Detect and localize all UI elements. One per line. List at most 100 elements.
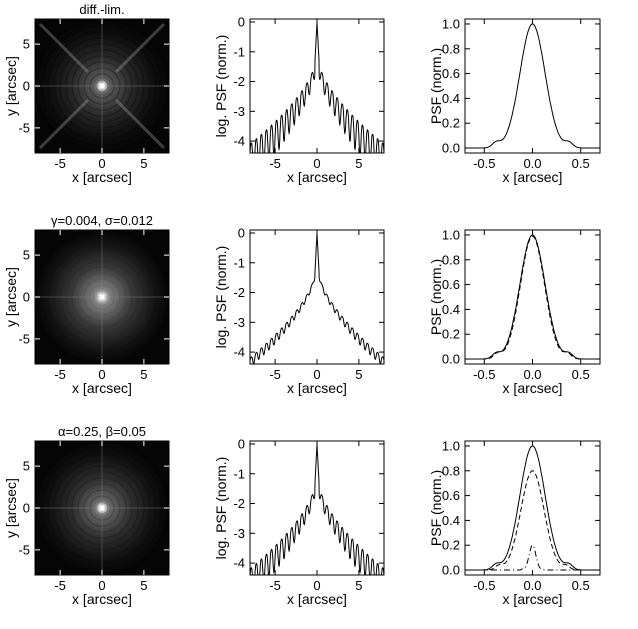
- y-tick-label: 0: [23, 290, 30, 305]
- psf-core: [99, 505, 105, 511]
- x-axis-label: x [arcsec]: [287, 169, 347, 185]
- y-tick-label: 0.2: [442, 116, 460, 131]
- diffraction-ring: [71, 477, 133, 539]
- y-tick-label: -5: [18, 331, 30, 346]
- x-tick-label: -5: [269, 156, 281, 171]
- x-tick-label: -0.5: [473, 156, 495, 171]
- diffraction-ring: [41, 236, 163, 358]
- y-tick-label: -3: [233, 315, 245, 330]
- y-tick-label: -4: [233, 556, 245, 571]
- y-axis-label: y [arcsec]: [3, 56, 19, 116]
- psf-curve-solid: [465, 234, 600, 360]
- y-tick-label: 0.2: [442, 327, 460, 342]
- x-tick-label: 5: [140, 367, 147, 382]
- panel-title: γ=0.004, σ=0.012: [51, 213, 153, 228]
- y-tick-label: 0.4: [442, 513, 460, 528]
- x-tick-label: 0: [313, 367, 320, 382]
- x-tick-label: 0: [98, 578, 105, 593]
- x-tick-label: 5: [140, 156, 147, 171]
- x-tick-label: -5: [269, 578, 281, 593]
- x-tick-label: 5: [355, 578, 362, 593]
- y-axis-label: log. PSF (norm.): [213, 246, 229, 349]
- x-axis-label: x [arcsec]: [503, 380, 563, 396]
- y-tick-label: -2: [233, 285, 245, 300]
- psf-core: [99, 83, 105, 89]
- y-tick-label: 0.8: [442, 252, 460, 267]
- psf-image-panel: -5 0 5 5 0 -5 x [arcsec] y [arcsec] γ=0.004, σ=0…: [3, 213, 170, 396]
- y-tick-label: -4: [233, 345, 245, 360]
- y-axis-label: PSF (norm.): [428, 470, 444, 546]
- y-tick-label: 0: [23, 79, 30, 94]
- linear-psf-panel: -0.5 0.0 0.5 0.0 0.2 0.4 0.6 0.8 1.0 x [arcsec] PS…: [428, 227, 601, 396]
- x-tick-label: -0.5: [473, 367, 495, 382]
- x-tick-label: 0: [313, 156, 320, 171]
- x-tick-label: 0: [313, 578, 320, 593]
- y-tick-label: -1: [233, 466, 245, 481]
- diffraction-spike: [38, 98, 90, 150]
- diffraction-ring: [53, 248, 151, 346]
- x-tick-label: 0.5: [572, 156, 590, 171]
- y-tick-label: 5: [23, 459, 30, 474]
- diffraction-ring: [71, 266, 133, 328]
- diffraction-spike: [114, 22, 166, 74]
- y-axis-label: y [arcsec]: [3, 478, 19, 538]
- diffraction-ring: [77, 272, 127, 322]
- diffraction-ring: [65, 49, 139, 123]
- y-tick-label: -5: [18, 120, 30, 135]
- psf-curve-dashed: [465, 470, 600, 571]
- panel-title: diff.-lim.: [79, 2, 124, 17]
- diffraction-ring: [77, 61, 127, 111]
- psf-curve-solid: [465, 23, 600, 149]
- diffraction-ring: [83, 489, 121, 527]
- x-axis-label: x [arcsec]: [503, 169, 563, 185]
- psf-image-panel: -5 0 5 5 0 -5 x [arcsec] y [arcsec] α=0.25, β=0.…: [3, 424, 170, 607]
- psf-image-panel: -5 0 5 5 0 -5 x [arcsec] y [arcsec] diff.-lim.: [3, 2, 170, 185]
- psf-curve-dashdot: [465, 544, 600, 571]
- y-tick-label: 0.8: [442, 463, 460, 478]
- x-axis-label: x [arcsec]: [72, 169, 132, 185]
- y-tick-label: 1.0: [442, 227, 460, 242]
- x-tick-label: 5: [355, 156, 362, 171]
- diffraction-ring: [83, 67, 121, 105]
- x-tick-label: -5: [54, 156, 66, 171]
- diffraction-ring: [41, 25, 163, 147]
- y-tick-label: -4: [233, 134, 245, 149]
- y-tick-label: 1.0: [442, 16, 460, 31]
- diffraction-ring: [95, 501, 109, 515]
- y-tick-label: 0.0: [442, 141, 460, 156]
- diffraction-ring: [89, 284, 115, 310]
- x-tick-label: -5: [54, 367, 66, 382]
- diffraction-ring: [83, 278, 121, 316]
- y-tick-label: 0.6: [442, 66, 460, 81]
- log-psf-curve: [250, 443, 384, 575]
- y-axis-label: log. PSF (norm.): [213, 35, 229, 138]
- linear-psf-panel: -0.5 0.0 0.5 0.0 0.2 0.4 0.6 0.8 1.0 x [arcsec] PS…: [428, 16, 601, 185]
- y-tick-label: 0.4: [442, 91, 460, 106]
- y-axis-label: log. PSF (norm.): [213, 457, 229, 560]
- diffraction-ring: [59, 43, 145, 129]
- panel-title: α=0.25, β=0.05: [58, 424, 146, 439]
- log-psf-panel: -5 0 5 0 -1 -2 -3 -4 x [arcsec] log. PSF (norm.): [213, 14, 385, 185]
- y-tick-label: 0.2: [442, 538, 460, 553]
- x-tick-label: -5: [269, 367, 281, 382]
- psf-curve-dashed: [465, 235, 600, 360]
- linear-psf-panel: -0.5 0.0 0.5 0.0 0.2 0.4 0.6 0.8 1.0 x [arcsec] PS…: [428, 438, 601, 607]
- y-tick-label: 1.0: [442, 438, 460, 453]
- y-axis-label: PSF (norm.): [428, 259, 444, 335]
- x-tick-label: 5: [140, 578, 147, 593]
- y-tick-label: -2: [233, 74, 245, 89]
- x-tick-label: 0: [98, 367, 105, 382]
- diffraction-spike: [114, 98, 166, 150]
- diffraction-ring: [71, 55, 133, 117]
- y-tick-label: 0.6: [442, 277, 460, 292]
- y-tick-label: 5: [23, 37, 30, 52]
- diffraction-ring: [65, 471, 139, 545]
- plot-frame: [464, 440, 601, 576]
- x-axis-label: x [arcsec]: [503, 591, 563, 607]
- y-tick-label: -1: [233, 44, 245, 59]
- y-tick-label: 0: [238, 14, 245, 29]
- y-axis-label: y [arcsec]: [3, 267, 19, 327]
- x-axis-label: x [arcsec]: [287, 380, 347, 396]
- y-tick-label: 0: [238, 225, 245, 240]
